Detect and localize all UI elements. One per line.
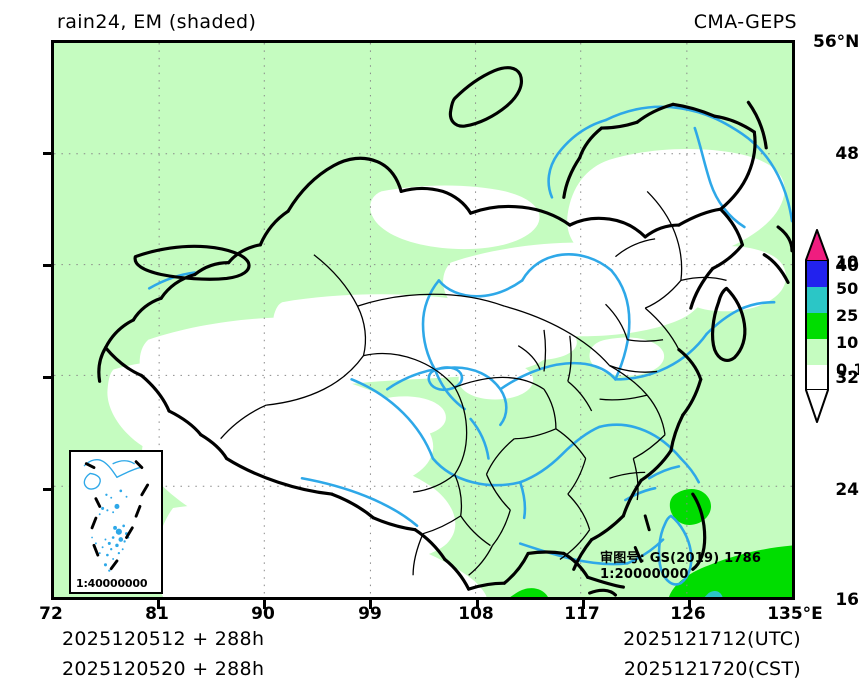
x-tick-mark-108 <box>476 600 479 609</box>
x-tick-mark-99 <box>369 600 372 609</box>
colorbar-label-25: 25 <box>836 306 859 325</box>
map-canvas[interactable] <box>54 43 792 597</box>
colorbar-bands[interactable] <box>806 260 828 390</box>
y-tick-mark-48 <box>43 152 52 155</box>
x-tick-label-99: 99 <box>358 604 382 624</box>
footer-init-time-utc: 2025120512 + 288h <box>62 628 265 650</box>
credit-line-2: 1:20000000 <box>600 566 689 582</box>
colorbar-under-arrow <box>806 390 828 418</box>
y-tick-label-56: 56°N <box>813 32 859 52</box>
colorbar-label-50: 50 <box>836 279 859 298</box>
y-tick-label-16: 16 <box>835 590 859 610</box>
nine-dash-line-segments <box>633 514 651 563</box>
x-tick-mark-126 <box>688 600 691 609</box>
y-tick-mark-32 <box>43 376 52 379</box>
precipitation-colorbar[interactable]: 100 50 25 10 0.1 <box>806 232 859 418</box>
y-tick-label-48: 48 <box>835 144 859 164</box>
x-tick-label-90: 90 <box>251 604 275 624</box>
x-tick-label-81: 81 <box>145 604 169 624</box>
footer-init-time-cst: 2025120520 + 288h <box>62 658 265 680</box>
inset-nine-dash-line <box>84 460 150 571</box>
y-tick-label-40: 40 <box>835 256 859 276</box>
colorbar-label-10: 10 <box>836 333 859 352</box>
inset-island-dots <box>91 489 130 572</box>
colorbar-label-100: 100 <box>836 252 859 271</box>
inset-coastlines <box>83 459 141 490</box>
colorbar-label-0.1: 0.1 <box>836 360 859 379</box>
colorbar-band-under-0.1[interactable] <box>807 365 827 388</box>
footer-valid-time-cst: 2025121720(CST) <box>623 658 801 680</box>
national-boundary-layer <box>97 66 792 597</box>
y-tick-mark-40 <box>43 264 52 267</box>
x-tick-label-108: 108 <box>458 604 494 624</box>
colorbar-band-10-25[interactable] <box>807 313 827 339</box>
inset-canvas <box>71 452 161 592</box>
shade-no-rain-areas <box>107 149 786 597</box>
y-tick-mark-24 <box>43 488 52 491</box>
footer-valid-time-utc: 2025121712(UTC) <box>623 628 801 650</box>
inset-scale-label: 1:40000000 <box>75 577 149 590</box>
precipitation-map <box>54 43 792 597</box>
shade-25-50mm-areas <box>704 590 723 597</box>
x-tick-label-72: 72 <box>39 604 63 624</box>
colorbar-band-50-100[interactable] <box>807 261 827 287</box>
map-approval-credit: 审图号: GS(2019) 1786 1:20000000 <box>600 551 761 583</box>
colorbar-band-0.1-10[interactable] <box>807 339 827 365</box>
y-tick-label-32: 32 <box>835 368 859 388</box>
x-tick-mark-81 <box>157 600 160 609</box>
x-tick-mark-90 <box>263 600 266 609</box>
south-china-sea-inset-map[interactable]: 1:40000000 <box>69 450 163 594</box>
rivers-layer <box>147 105 792 586</box>
x-tick-mark-117 <box>582 600 585 609</box>
plot-title-right: CMA-GEPS <box>693 11 797 33</box>
plot-title-left: rain24, EM (shaded) <box>57 11 257 33</box>
y-tick-label-24: 24 <box>835 480 859 500</box>
map-plot-area[interactable] <box>51 40 795 600</box>
credit-line-1: 审图号: GS(2019) 1786 <box>600 551 762 566</box>
x-tick-label-126: 126 <box>670 604 706 624</box>
province-boundaries-layer <box>220 190 727 576</box>
colorbar-over-arrow <box>806 232 828 260</box>
x-tick-label-135: 135°E <box>767 604 823 624</box>
x-tick-label-117: 117 <box>564 604 600 624</box>
colorbar-band-25-50[interactable] <box>807 287 827 313</box>
